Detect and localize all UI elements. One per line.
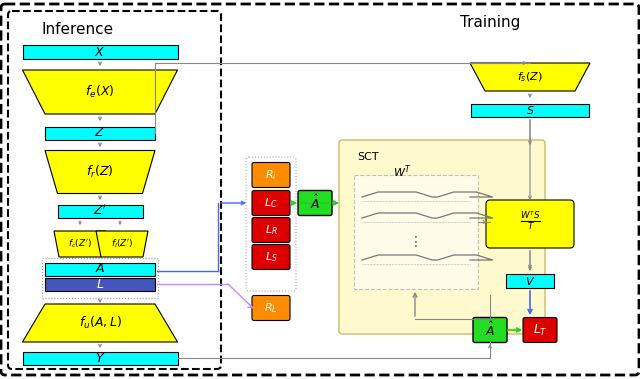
FancyBboxPatch shape (473, 318, 507, 343)
FancyBboxPatch shape (252, 218, 290, 243)
Text: ⋮: ⋮ (409, 235, 423, 249)
Polygon shape (22, 70, 177, 114)
FancyBboxPatch shape (252, 244, 290, 269)
Text: $S$: $S$ (525, 104, 534, 116)
Text: $f_u(A, L)$: $f_u(A, L)$ (79, 315, 122, 331)
Text: $R_i$: $R_i$ (265, 168, 277, 182)
FancyBboxPatch shape (246, 157, 296, 291)
Text: $L_R$: $L_R$ (264, 223, 277, 237)
Text: SCT: SCT (357, 152, 379, 162)
Text: $f_c(Z')$: $f_c(Z')$ (68, 238, 92, 250)
Polygon shape (54, 231, 106, 257)
FancyBboxPatch shape (58, 205, 143, 218)
Polygon shape (45, 150, 155, 194)
Text: $Z'$: $Z'$ (93, 204, 107, 218)
Text: $L_T$: $L_T$ (532, 323, 547, 338)
Text: $R_L$: $R_L$ (264, 301, 278, 315)
Text: $f_l(Z')$: $f_l(Z')$ (111, 238, 133, 250)
FancyBboxPatch shape (8, 11, 221, 369)
Text: $W^T$: $W^T$ (394, 164, 413, 180)
Polygon shape (470, 63, 590, 91)
Text: $X$: $X$ (94, 45, 106, 58)
Text: $\hat{A}$: $\hat{A}$ (485, 321, 495, 339)
FancyBboxPatch shape (252, 296, 290, 321)
FancyBboxPatch shape (523, 318, 557, 343)
Text: $V$: $V$ (525, 275, 535, 287)
FancyBboxPatch shape (471, 103, 589, 116)
Text: $Y$: $Y$ (95, 351, 105, 365)
FancyBboxPatch shape (22, 351, 177, 365)
FancyBboxPatch shape (45, 127, 155, 139)
Text: $\hat{A}$: $\hat{A}$ (310, 194, 320, 212)
Text: $\frac{W^T S}{T}$: $\frac{W^T S}{T}$ (520, 210, 540, 232)
FancyBboxPatch shape (45, 263, 155, 276)
FancyBboxPatch shape (22, 45, 177, 59)
FancyBboxPatch shape (339, 140, 545, 334)
FancyBboxPatch shape (506, 274, 554, 288)
Text: $L$: $L$ (96, 277, 104, 290)
FancyBboxPatch shape (1, 4, 639, 375)
FancyBboxPatch shape (45, 277, 155, 290)
Text: Inference: Inference (42, 22, 114, 36)
FancyBboxPatch shape (486, 200, 574, 248)
Text: $f_s(Z)$: $f_s(Z)$ (517, 70, 543, 84)
Text: $L_C$: $L_C$ (264, 196, 278, 210)
Text: $A$: $A$ (95, 263, 105, 276)
Text: $f_r(Z)$: $f_r(Z)$ (86, 164, 114, 180)
FancyBboxPatch shape (298, 191, 332, 216)
FancyBboxPatch shape (252, 163, 290, 188)
FancyBboxPatch shape (252, 191, 290, 216)
Text: Training: Training (460, 14, 520, 30)
Text: $Z$: $Z$ (95, 127, 106, 139)
Text: $f_e(X)$: $f_e(X)$ (85, 84, 115, 100)
Polygon shape (96, 231, 148, 257)
Text: $L_S$: $L_S$ (264, 250, 277, 264)
FancyBboxPatch shape (42, 258, 158, 298)
Polygon shape (22, 304, 177, 342)
FancyBboxPatch shape (354, 175, 478, 289)
